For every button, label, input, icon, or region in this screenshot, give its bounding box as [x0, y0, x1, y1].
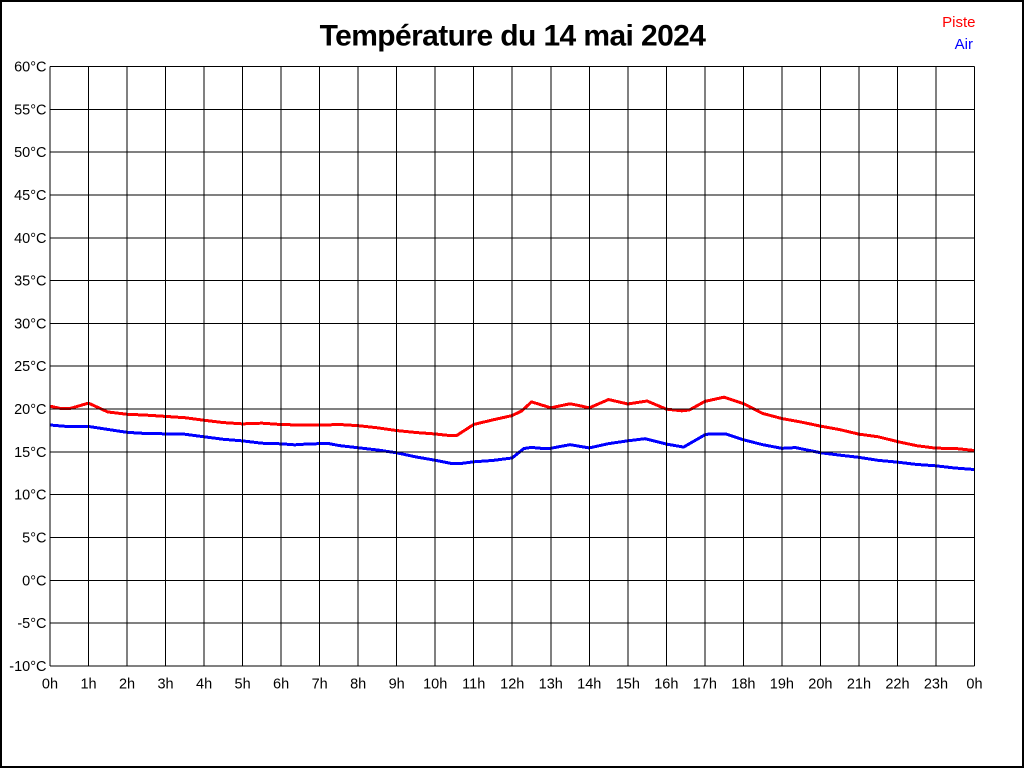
svg-text:23h: 23h	[924, 677, 948, 693]
svg-text:17h: 17h	[693, 677, 717, 693]
svg-text:18h: 18h	[731, 677, 755, 693]
svg-text:2h: 2h	[119, 677, 135, 693]
svg-text:6h: 6h	[273, 677, 289, 693]
svg-text:15h: 15h	[616, 677, 640, 693]
svg-text:21h: 21h	[847, 677, 871, 693]
svg-text:13h: 13h	[539, 677, 563, 693]
svg-text:22h: 22h	[885, 677, 909, 693]
svg-text:30°C: 30°C	[14, 316, 46, 332]
svg-text:5h: 5h	[235, 677, 251, 693]
svg-text:12h: 12h	[500, 677, 524, 693]
svg-text:55°C: 55°C	[14, 102, 46, 118]
svg-text:20h: 20h	[808, 677, 832, 693]
svg-text:-10°C: -10°C	[9, 659, 46, 675]
svg-text:50°C: 50°C	[14, 145, 46, 161]
svg-text:-5°C: -5°C	[17, 616, 46, 632]
svg-text:Piste: Piste	[942, 14, 975, 31]
svg-text:60°C: 60°C	[14, 60, 46, 76]
svg-text:14h: 14h	[577, 677, 601, 693]
svg-text:Température du 14 mai 2024: Température du 14 mai 2024	[320, 20, 707, 53]
svg-text:11h: 11h	[462, 677, 485, 693]
svg-text:40°C: 40°C	[14, 231, 46, 247]
svg-text:Air: Air	[955, 36, 973, 53]
svg-text:10h: 10h	[423, 677, 447, 693]
svg-text:25°C: 25°C	[14, 359, 46, 375]
svg-text:1h: 1h	[80, 677, 96, 693]
svg-text:35°C: 35°C	[14, 274, 46, 290]
svg-text:9h: 9h	[389, 677, 405, 693]
svg-text:0°C: 0°C	[22, 573, 46, 589]
svg-text:19h: 19h	[770, 677, 794, 693]
svg-text:15°C: 15°C	[14, 445, 46, 461]
svg-text:10°C: 10°C	[14, 488, 46, 504]
svg-text:8h: 8h	[350, 677, 366, 693]
svg-text:3h: 3h	[157, 677, 173, 693]
svg-text:7h: 7h	[312, 677, 328, 693]
svg-text:4h: 4h	[196, 677, 212, 693]
svg-text:0h: 0h	[42, 677, 58, 693]
svg-text:20°C: 20°C	[14, 402, 46, 418]
svg-text:5°C: 5°C	[22, 531, 46, 547]
svg-text:16h: 16h	[654, 677, 678, 693]
svg-text:45°C: 45°C	[14, 188, 46, 204]
svg-text:0h: 0h	[966, 677, 982, 693]
